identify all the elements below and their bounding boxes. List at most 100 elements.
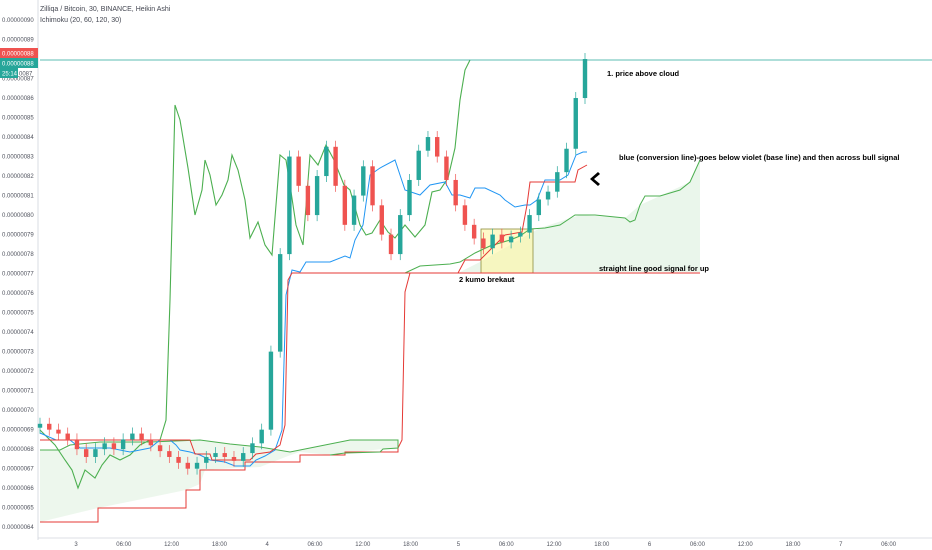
candle-body <box>287 156 292 255</box>
y-tick-label: 0.00000068 <box>2 447 34 453</box>
candle-body <box>508 236 514 243</box>
candle-body <box>333 146 338 186</box>
candle-body <box>259 429 264 444</box>
candle-body <box>527 215 532 233</box>
y-tick-label: 0.00000085 <box>2 116 34 122</box>
x-tick-label: 06:00 <box>881 542 897 548</box>
y-tick-label: 0.00000073 <box>2 350 34 356</box>
x-tick-label: 12:00 <box>738 542 754 548</box>
x-tick-label: 4 <box>266 542 270 548</box>
candle-body <box>536 199 542 216</box>
y-tick-label: 0.00000087 <box>2 77 34 83</box>
candle-body <box>324 146 329 177</box>
candle-body <box>545 191 551 200</box>
candle-body <box>388 234 394 255</box>
y-tick-label: 0.00000077 <box>2 272 34 278</box>
candle-body <box>564 148 569 173</box>
candle-body <box>361 166 366 196</box>
candle-body <box>37 423 43 428</box>
kumo-cloud-left <box>40 440 398 522</box>
candle-body <box>407 179 412 216</box>
countdown-suffix: 0087 <box>19 72 33 78</box>
x-axis[interactable]: 3 06:00 12:00 18:00 4 06:00 12:00 18:00 5 06:00 12… <box>74 542 896 548</box>
candle-body <box>471 224 477 239</box>
conversion-line <box>39 151 587 467</box>
candle-body <box>250 443 255 454</box>
candle-body <box>93 449 98 457</box>
candle-body <box>185 462 190 469</box>
x-tick-label: 12:00 <box>164 542 180 548</box>
candle-body <box>499 234 505 243</box>
annotation-straight-line: straight line good signal for up <box>599 264 709 273</box>
y-tick-label: 0.00000074 <box>2 330 34 336</box>
candle-body <box>435 137 440 157</box>
candle-body <box>111 443 117 450</box>
candle-body <box>277 254 283 352</box>
y-tick-label: 0.00000080 <box>2 213 34 219</box>
indicator-legend[interactable]: Ichimoku (20, 60, 120, 30) <box>40 17 122 24</box>
candle-body <box>241 453 246 461</box>
candle-body <box>130 433 135 440</box>
x-tick-label: 18:00 <box>594 542 610 548</box>
candle-body <box>167 451 172 457</box>
candle-body <box>222 453 227 457</box>
candle-body <box>351 195 357 225</box>
chart-symbol-title[interactable]: Zilliqa / Bitcoin, 30, BINANCE, Heikin A… <box>40 6 171 13</box>
candle-body <box>148 439 154 446</box>
candle-body <box>555 172 560 192</box>
x-tick-label: 18:00 <box>785 542 801 548</box>
y-tick-label: 0.00000076 <box>2 291 34 297</box>
senkou-span-b-left <box>40 272 700 523</box>
arrow-left-icon <box>590 172 600 186</box>
candle-body <box>56 429 61 434</box>
y-tick-label: 0.00000083 <box>2 155 34 161</box>
y-tick-label: 0.00000090 <box>2 18 34 24</box>
y-tick-label: 0.00000066 <box>2 486 34 492</box>
candle-body <box>582 59 588 99</box>
y-tick-label: 0.00000075 <box>2 311 34 317</box>
y-tick-label: 0.00000084 <box>2 135 34 141</box>
y-tick-label: 0.00000078 <box>2 252 34 258</box>
candle-body <box>379 205 384 235</box>
candle-body <box>518 232 523 237</box>
annotation-conversion-line: blue (conversion line)-goes below violet… <box>619 153 899 162</box>
candle-body <box>453 179 458 206</box>
y-tick-label: 0.00000082 <box>2 174 34 180</box>
x-tick-label: 06:00 <box>116 542 132 548</box>
y-axis[interactable]: 0.00000064 0.00000065 0.00000066 0.00000067… <box>2 18 34 531</box>
candle-body <box>573 98 578 149</box>
candle-body <box>74 439 80 450</box>
candle-body <box>83 449 89 457</box>
countdown-label: 25:14 <box>2 72 18 78</box>
x-tick-label: 6 <box>648 542 652 548</box>
candle-body <box>342 185 348 225</box>
base-line <box>40 164 588 461</box>
candle-body <box>416 150 421 180</box>
x-tick-label: 18:00 <box>212 542 228 548</box>
candle-body <box>305 185 311 216</box>
candlestick-series[interactable] <box>37 53 588 475</box>
candle-body <box>370 166 375 206</box>
candle-body <box>204 456 209 463</box>
candle-body <box>314 176 320 216</box>
annotation-price-above-cloud: 1. price above cloud <box>607 69 680 78</box>
y-tick-label: 0.00000089 <box>2 38 34 44</box>
candle-body <box>139 433 144 440</box>
annotation-kumo-breakout: 2 kumo brekaut <box>459 275 515 284</box>
candle-body <box>47 423 52 430</box>
price-badge-top-label: 0.00000088 <box>2 52 34 58</box>
y-tick-label: 0.00000079 <box>2 233 34 239</box>
candle-body <box>481 238 486 249</box>
candle-body <box>213 453 218 457</box>
candle-body <box>231 456 237 461</box>
x-tick-label: 06:00 <box>499 542 515 548</box>
candle-body <box>444 156 449 180</box>
lagging-span-line <box>39 59 471 490</box>
price-badge-middle-label: 0.00000088 <box>2 62 34 68</box>
y-tick-label: 0.00000086 <box>2 96 34 102</box>
x-tick-label: 5 <box>457 542 461 548</box>
candle-body <box>268 351 274 430</box>
x-tick-label: 7 <box>839 542 843 548</box>
y-tick-label: 0.00000081 <box>2 194 34 200</box>
